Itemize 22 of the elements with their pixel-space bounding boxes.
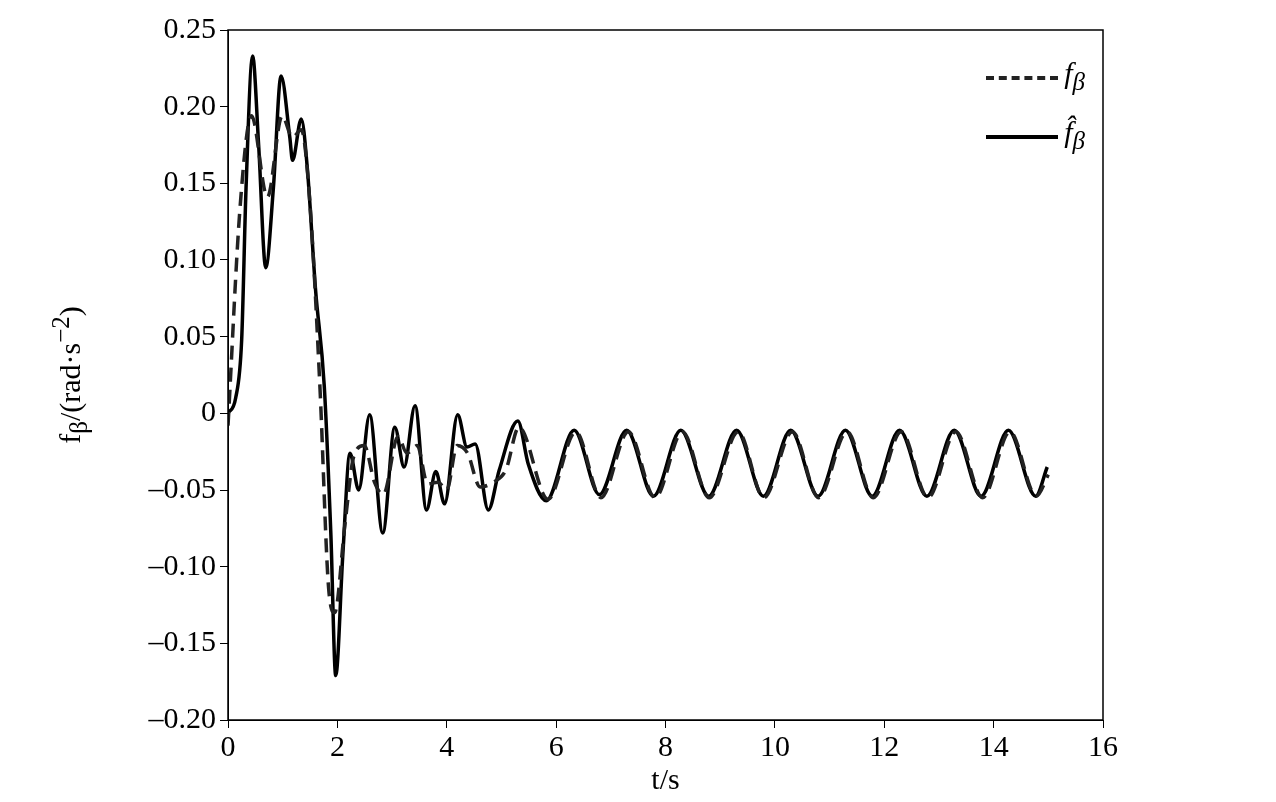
y-tick-label: 0.05: [163, 317, 216, 351]
line-series: [228, 114, 1051, 615]
y-tick-label: 0.20: [163, 87, 216, 121]
y-tick-label: 0.15: [163, 164, 216, 198]
legend-label: f$_{β}$: [1064, 55, 1085, 97]
x-tick-label: 16: [1088, 728, 1118, 762]
x-tick-label: 12: [869, 728, 900, 762]
y-tick-label: 0: [201, 394, 216, 428]
legend-label: f̂$_{β}$: [1064, 114, 1085, 156]
y-tick-label: –0.15: [147, 624, 216, 658]
y-tick-label: –0.10: [147, 547, 216, 581]
x-tick-label: 14: [978, 728, 1009, 762]
x-tick-label: 4: [439, 728, 455, 762]
y-tick-label: 0.25: [163, 10, 216, 44]
x-axis-title: t/s: [650, 762, 681, 796]
x-tick-label: 8: [658, 728, 673, 762]
x-tick-label: 2: [329, 728, 345, 762]
x-tick-label: 6: [548, 728, 564, 762]
x-tick-label: 10: [759, 728, 790, 762]
y-tick-label: –0.05: [147, 470, 216, 504]
y-tick-label: 0.10: [163, 240, 216, 274]
y-tick-label: –0.20: [147, 700, 216, 734]
